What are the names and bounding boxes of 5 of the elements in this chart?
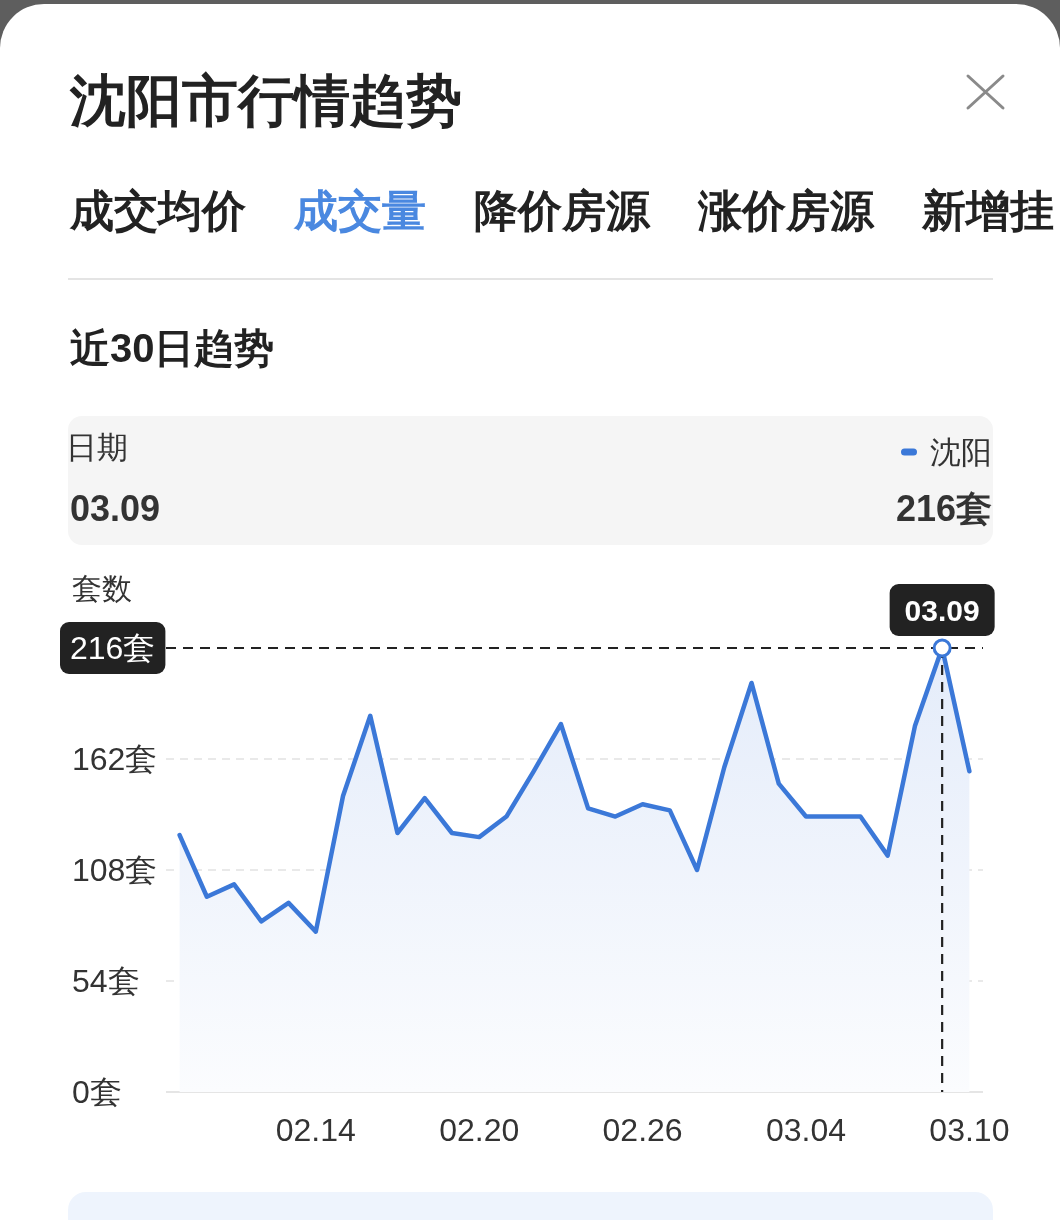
title: 沈阳市行情趋势	[70, 68, 462, 132]
annotation: 日期	[66, 429, 128, 465]
subtitle: 近30日趋势	[70, 326, 275, 370]
annotation: 03.09	[70, 487, 161, 529]
annotation: 216套	[895, 487, 992, 529]
